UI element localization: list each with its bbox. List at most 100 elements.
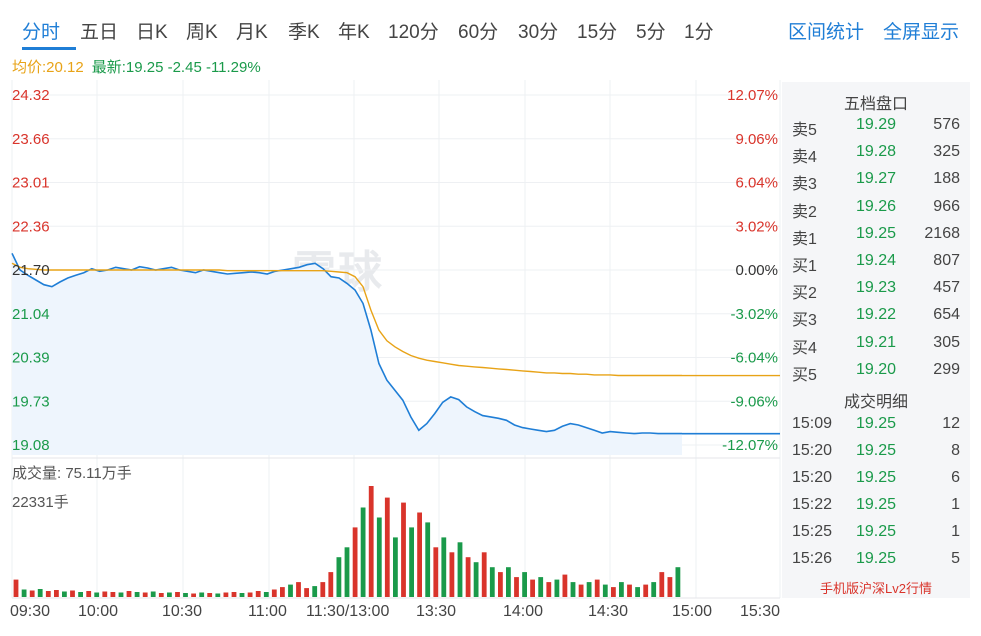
volume-bar (360, 507, 366, 597)
volume-bar (586, 582, 592, 597)
tab-5min[interactable]: 5分 (636, 22, 666, 43)
order-level: 卖3 (792, 176, 817, 194)
volume-bar (465, 557, 471, 597)
volume-bar (94, 592, 100, 597)
volume-bar (37, 589, 43, 597)
volume-bar (102, 591, 108, 597)
volume-bar (142, 592, 148, 597)
trade-volume: 1 (951, 523, 960, 540)
price-axis-label: 22.36 (12, 218, 50, 235)
tab-five-day[interactable]: 五日 (80, 22, 119, 43)
tab-monthly-k[interactable]: 月K (236, 22, 268, 43)
volume-bar (409, 527, 414, 597)
avg-price-line (11, 262, 682, 377)
time-axis-label: 10:00 (78, 603, 119, 620)
volume-bar (231, 592, 237, 597)
volume-bar (191, 593, 196, 597)
volume-bar (280, 587, 285, 597)
price-area-fill (12, 253, 682, 455)
trade-price: 19.25 (856, 550, 897, 567)
volume-bar (554, 579, 560, 597)
tab-120min[interactable]: 120分 (388, 22, 439, 43)
trade-price: 19.25 (856, 415, 897, 432)
time-axis-label: 11:30/13:00 (306, 603, 390, 620)
order-volume: 188 (933, 170, 960, 188)
volume-bar (199, 592, 205, 597)
trade-price: 19.25 (856, 496, 897, 513)
trade-row: 15:20 19.25 8 (782, 438, 970, 465)
order-price: 19.26 (856, 197, 897, 215)
lv2-upgrade-link[interactable]: 手机版沪深Lv2行情 (820, 581, 932, 596)
tab-1min[interactable]: 1分 (684, 22, 714, 43)
tab-intraday[interactable]: 分时 (22, 22, 61, 43)
volume-bar (602, 584, 608, 597)
volume-bar (70, 590, 75, 597)
volume-bar (594, 579, 600, 597)
volume-bar (675, 567, 681, 597)
price-info-line: 均价:20.12 最新:19.25 -2.45 -11.29% (12, 56, 261, 77)
order-volume: 325 (933, 143, 960, 161)
range-stats-button[interactable]: 区间统计 (788, 22, 865, 43)
trade-price: 19.25 (856, 469, 897, 486)
price-axis-label: 21.70 (12, 262, 50, 279)
trade-row: 15:22 19.25 1 (782, 492, 970, 519)
volume-max-label: 22331手 (12, 494, 69, 511)
order-book-row: 买4 19.21 305 (782, 330, 970, 357)
order-book-row: 买2 19.23 457 (782, 275, 970, 302)
volume-bar (619, 582, 624, 597)
volume-bar (296, 582, 301, 597)
tab-30min[interactable]: 30分 (518, 22, 559, 43)
volume-bar (255, 591, 261, 597)
order-book-panel: 五档盘口 卖5 19.29 576 卖4 19.28 325 卖3 19.27 188 卖2 19.… (782, 82, 970, 598)
tab-weekly-k[interactable]: 周K (186, 22, 218, 43)
order-price: 19.21 (856, 333, 897, 351)
trade-row: 15:09 19.25 12 (782, 411, 970, 438)
volume-bar (627, 584, 632, 597)
order-volume: 654 (933, 306, 960, 324)
volume-bar (207, 593, 213, 597)
time-axis-label: 11:00 (248, 603, 287, 620)
order-price: 19.24 (856, 252, 897, 269)
trade-time: 15:20 (792, 442, 833, 459)
trade-row: 15:26 19.25 5 (782, 546, 970, 573)
price-axis-label: 21.04 (12, 306, 50, 323)
order-volume: 299 (933, 360, 960, 378)
volume-bar (183, 593, 188, 597)
trade-price: 19.25 (856, 442, 897, 459)
order-level: 卖1 (792, 230, 817, 248)
trade-volume: 5 (951, 550, 960, 567)
volume-bar (425, 522, 431, 597)
order-book-row: 卖1 19.25 2168 (782, 221, 970, 248)
order-price: 19.20 (856, 360, 897, 378)
fullscreen-button[interactable]: 全屏显示 (883, 22, 960, 43)
tab-60min[interactable]: 60分 (458, 22, 499, 43)
percent-axis-label: 9.06% (735, 131, 778, 148)
order-price: 19.28 (856, 143, 897, 161)
time-axis-label: 10:30 (162, 603, 203, 620)
order-book-row: 卖2 19.26 966 (782, 194, 970, 221)
volume-bar (481, 552, 487, 597)
volume-bar (570, 582, 576, 597)
order-level: 买4 (792, 339, 817, 357)
volume-bar (21, 589, 27, 597)
tab-yearly-k[interactable]: 年K (338, 22, 370, 43)
order-book-row: 卖4 19.28 325 (782, 139, 970, 166)
tab-15min[interactable]: 15分 (577, 22, 618, 43)
volume-bar (223, 592, 229, 597)
tab-daily-k[interactable]: 日K (136, 22, 168, 43)
order-book-row: 买1 19.24 807 (782, 248, 970, 275)
tab-quarterly-k[interactable]: 季K (288, 22, 320, 43)
trade-row: 15:20 19.25 6 (782, 465, 970, 492)
volume-bar (530, 579, 535, 597)
volume-bar (126, 591, 132, 597)
volume-bar (643, 584, 649, 597)
volume-bar (62, 591, 67, 597)
time-axis-label: 15:30 (740, 603, 781, 620)
volume-bar (473, 562, 479, 597)
volume-bar (239, 593, 245, 597)
trade-time: 15:26 (792, 550, 833, 567)
volume-bar (384, 497, 390, 597)
volume-bar (271, 589, 277, 597)
price-axis-label: 24.32 (12, 87, 50, 104)
